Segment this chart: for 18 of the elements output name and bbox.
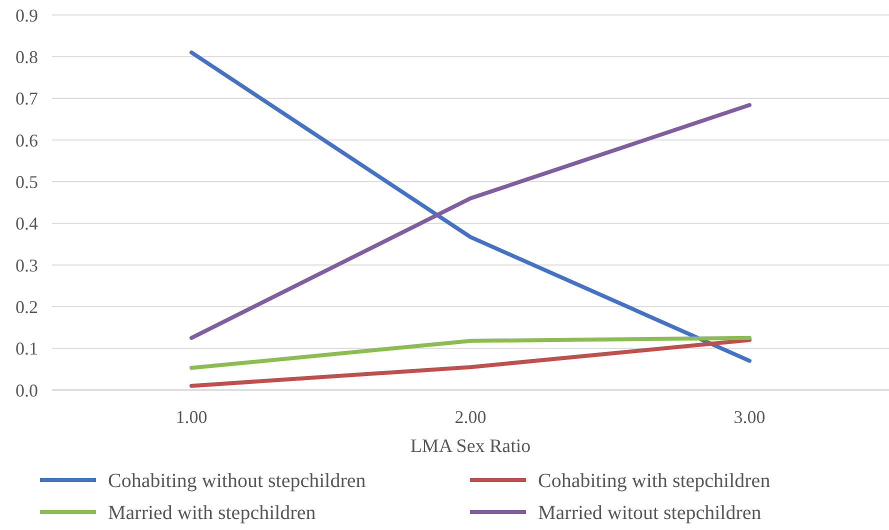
y-tick-label: 0.5 (16, 172, 38, 192)
x-tick-label: 1.00 (176, 407, 208, 427)
legend-label: Married with stepchildren (108, 502, 316, 524)
legend-label: Cohabiting with stepchildren (538, 470, 770, 492)
y-tick-label: 0.6 (16, 130, 38, 150)
y-tick-label: 0.2 (16, 296, 38, 317)
x-tick-label: 3.00 (734, 407, 766, 427)
x-axis-title: LMA Sex Ratio (410, 436, 531, 457)
y-tick-label: 0.7 (16, 88, 38, 109)
y-tick-label: 0.0 (16, 380, 38, 400)
y-tick-label: 0.1 (16, 338, 38, 359)
x-tick-label: 2.00 (454, 407, 486, 427)
legend-label: Married witout stepchildren (538, 502, 762, 524)
y-tick-label: 0.4 (16, 214, 38, 234)
y-tick-label: 0.9 (16, 5, 38, 26)
y-tick-label: 0.3 (16, 255, 38, 276)
legend-label: Cohabiting without stepchildren (108, 470, 366, 492)
y-tick-label: 0.8 (16, 46, 38, 67)
